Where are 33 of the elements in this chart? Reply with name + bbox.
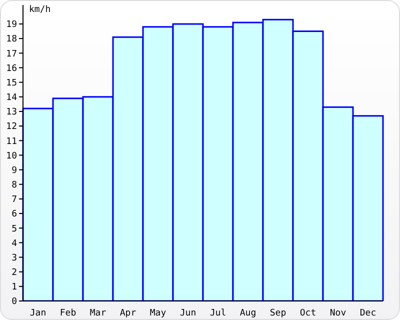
y-tick-label: 7 [12,195,17,206]
x-tick-label: Jan [30,308,46,318]
y-tick-label: 13 [6,108,17,118]
y-tick-label: 0 [12,297,17,308]
y-axis-title: km/h [29,5,51,15]
y-tick-label: 12 [6,122,17,132]
y-tick-label: 18 [6,34,17,45]
y-tick-label: 19 [6,20,17,30]
x-tick-label: Nov [330,308,346,318]
y-tick-label: 16 [6,64,17,74]
x-tick-label: Apr [120,308,137,318]
x-tick-label: Jul [210,308,226,318]
x-tick-label: Dec [360,308,376,318]
y-tick-label: 5 [12,224,17,234]
y-tick-label: 2 [12,268,17,278]
x-tick-label: Feb [60,308,76,318]
y-tick-label: 10 [6,151,17,162]
x-tick-label: Aug [240,308,256,318]
y-tick-label: 15 [6,78,17,88]
x-tick-label: Mar [90,308,107,318]
y-tick-label: 1 [12,282,17,293]
y-tick-label: 14 [6,93,17,104]
y-tick-label: 3 [12,253,17,264]
y-tick-label: 11 [6,136,17,147]
x-tick-label: Jun [180,308,196,318]
x-tick-label: May [150,308,167,318]
y-tick-label: 17 [6,49,17,60]
y-tick-label: 9 [12,166,17,176]
x-tick-label: Sep [270,308,286,318]
y-tick-label: 8 [12,180,17,191]
y-tick-label: 4 [12,238,17,249]
y-tick-label: 6 [12,210,17,220]
x-tick-label: Oct [300,308,316,318]
